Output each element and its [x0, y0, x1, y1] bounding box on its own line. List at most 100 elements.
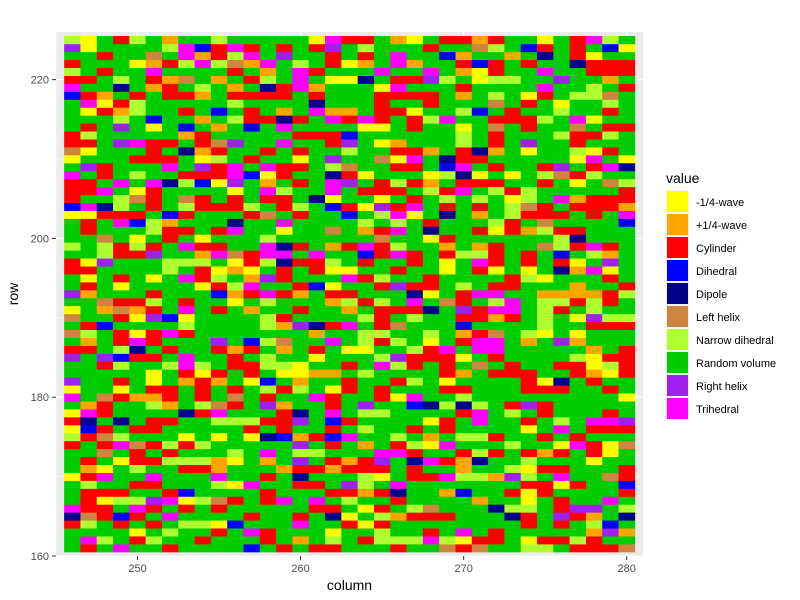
heatmap-tile: [259, 353, 277, 362]
heatmap-tile: [243, 488, 261, 497]
heatmap-tile: [471, 75, 489, 84]
heatmap-tile: [161, 35, 179, 45]
heatmap-tile: [471, 123, 489, 132]
heatmap-tile: [439, 440, 456, 450]
heatmap-tile: [504, 194, 522, 203]
heatmap-tile: [406, 59, 424, 69]
heatmap-tile: [194, 274, 212, 283]
heatmap-tile: [64, 321, 81, 331]
heatmap-tile: [373, 425, 391, 434]
heatmap-tile: [504, 274, 522, 283]
heatmap-tile: [455, 520, 473, 529]
heatmap-tile: [602, 170, 619, 180]
heatmap-tile: [569, 147, 587, 156]
heatmap-tile: [96, 361, 114, 370]
heatmap-tile: [373, 178, 391, 188]
heatmap-tile: [390, 43, 407, 53]
heatmap-tile: [145, 504, 163, 513]
heatmap-tile: [325, 321, 342, 331]
heatmap-tile: [113, 377, 130, 386]
heatmap-tile: [488, 250, 505, 259]
heatmap-tile: [341, 480, 358, 489]
heatmap-tile: [325, 361, 342, 370]
heatmap-tile: [178, 226, 195, 235]
heatmap-tile: [161, 456, 179, 465]
heatmap-tile: [145, 409, 163, 418]
heatmap-tile: [113, 305, 130, 315]
heatmap-tile: [520, 377, 538, 386]
heatmap-tile: [569, 321, 587, 331]
heatmap-tile: [455, 282, 473, 291]
heatmap-tile: [80, 329, 98, 338]
heatmap-tile: [194, 210, 212, 219]
heatmap-tile: [178, 75, 195, 84]
heatmap-tile: [276, 393, 293, 402]
heatmap-tile: [194, 440, 212, 450]
heatmap-tile: [292, 123, 310, 132]
heatmap-tile: [341, 67, 358, 76]
heatmap-tile: [243, 369, 261, 378]
heatmap-tile: [406, 131, 424, 140]
heatmap-tile: [357, 210, 375, 219]
heatmap-tile: [439, 488, 456, 497]
heatmap-tile: [96, 83, 114, 92]
heatmap-tile: [520, 393, 538, 402]
heatmap-tile: [618, 35, 636, 45]
heatmap-tile: [96, 218, 114, 227]
heatmap-tile: [276, 194, 293, 203]
heatmap-tile: [406, 258, 424, 267]
heatmap-tile: [227, 290, 244, 299]
heatmap-tile: [341, 393, 358, 402]
heatmap-tile: [194, 305, 212, 315]
heatmap-tile: [113, 155, 130, 164]
heatmap-tile: [129, 75, 146, 84]
heatmap-tile: [292, 282, 310, 291]
heatmap-tile: [455, 210, 473, 219]
heatmap-tile: [585, 329, 603, 338]
heatmap-tile: [341, 274, 358, 283]
heatmap-tile: [64, 170, 81, 180]
heatmap-tile: [145, 218, 163, 227]
heatmap-tile: [488, 488, 505, 497]
heatmap-tile: [373, 480, 391, 489]
heatmap-tile: [80, 83, 98, 92]
heatmap-tile: [178, 266, 195, 275]
heatmap-tile: [390, 163, 407, 172]
heatmap-tile: [178, 393, 195, 402]
heatmap-tile: [406, 67, 424, 76]
heatmap-tile: [537, 337, 554, 346]
heatmap-tile: [422, 147, 440, 156]
heatmap-tile: [585, 417, 603, 426]
heatmap-tile: [129, 194, 146, 203]
heatmap-tile: [618, 59, 636, 69]
heatmap-tile: [585, 488, 603, 497]
heatmap-tile: [569, 456, 587, 465]
heatmap-tile: [618, 99, 636, 108]
heatmap-tile: [569, 512, 587, 521]
heatmap-tile: [390, 512, 407, 521]
heatmap-tile: [373, 472, 391, 481]
heatmap-tile: [325, 297, 342, 307]
heatmap-tile: [553, 226, 570, 235]
heatmap-tile: [96, 536, 114, 545]
heatmap-tile: [422, 210, 440, 219]
heatmap-tile: [64, 226, 81, 235]
heatmap-tile: [537, 321, 554, 331]
heatmap-tile: [308, 250, 326, 259]
heatmap-tile: [390, 290, 407, 299]
heatmap-tile: [194, 472, 212, 481]
heatmap-tile: [113, 115, 130, 124]
heatmap-tile: [308, 464, 326, 473]
heatmap-tile: [422, 297, 440, 307]
heatmap-tile: [64, 448, 81, 458]
heatmap-tile: [243, 155, 261, 164]
heatmap-tile: [504, 67, 522, 76]
heatmap-tile: [439, 234, 456, 243]
heatmap-tile: [341, 512, 358, 521]
heatmap-tile: [325, 345, 342, 354]
heatmap-tile: [227, 305, 244, 315]
heatmap-tile: [113, 139, 130, 148]
heatmap-tile: [325, 91, 342, 100]
heatmap-tile: [227, 274, 244, 283]
heatmap-tile: [325, 258, 342, 267]
